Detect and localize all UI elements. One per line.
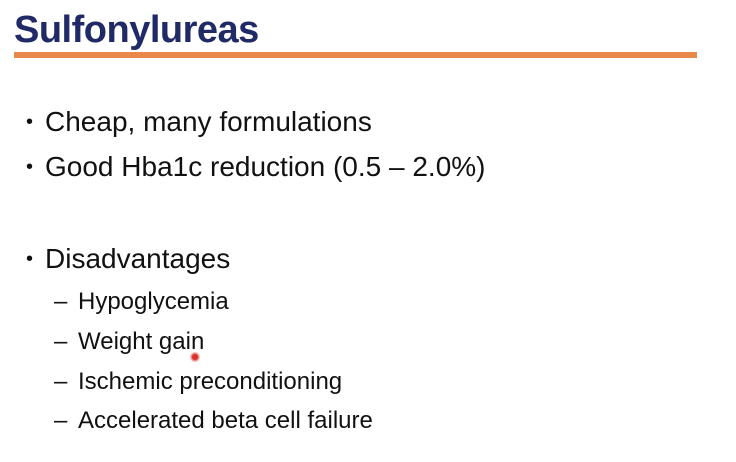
bullet-marker: • <box>25 156 33 178</box>
sub-text: Accelerated beta cell failure <box>78 407 373 434</box>
sub-marker: – <box>54 288 68 315</box>
sub-item: – Accelerated beta cell failure <box>54 407 373 435</box>
bullet-item: • Good Hba1c reduction (0.5 – 2.0%) <box>14 151 486 183</box>
bullet-marker: • <box>25 111 33 133</box>
sub-text: Ischemic preconditioning <box>78 368 343 395</box>
bullet-marker: • <box>25 248 33 270</box>
sub-text: Weight gain <box>78 328 205 355</box>
title-underline <box>14 52 697 58</box>
sub-marker: – <box>54 328 68 355</box>
sub-item: – Ischemic preconditioning <box>54 368 342 396</box>
laser-pointer-cursor <box>190 352 200 362</box>
sub-item: – Weight gain <box>54 328 204 356</box>
slide-title: Sulfonylureas <box>14 9 259 51</box>
bullet-item: • Disadvantages <box>14 243 230 275</box>
sub-item: – Hypoglycemia <box>54 288 229 316</box>
sub-marker: – <box>54 368 68 395</box>
bullet-text: Disadvantages <box>45 243 231 274</box>
bullet-text: Good Hba1c reduction (0.5 – 2.0%) <box>45 151 486 182</box>
sub-text: Hypoglycemia <box>78 288 229 315</box>
bullet-item: • Cheap, many formulations <box>14 106 372 138</box>
sub-marker: – <box>54 407 68 434</box>
bullet-text: Cheap, many formulations <box>45 106 372 137</box>
